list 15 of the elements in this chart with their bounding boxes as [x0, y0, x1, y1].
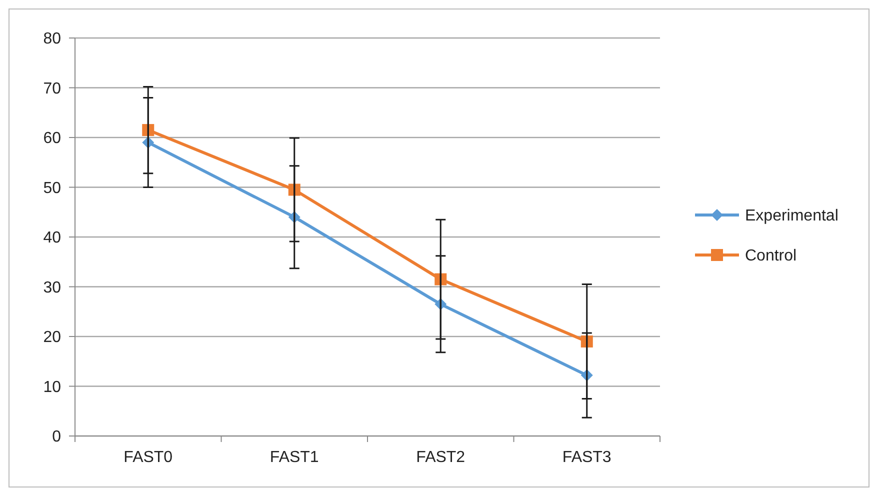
y-tick-label: 10 [43, 378, 62, 396]
x-tick-label: FAST1 [270, 449, 319, 466]
y-tick-label: 70 [43, 80, 62, 98]
legend-label: Experimental [745, 208, 838, 225]
x-tick-label: FAST0 [124, 449, 173, 466]
x-tick-label: FAST3 [562, 449, 612, 466]
x-tick-label: FAST2 [416, 449, 466, 466]
y-tick-label: 0 [52, 428, 62, 446]
y-tick-label: 60 [43, 130, 62, 148]
y-tick-label: 20 [43, 329, 62, 346]
legend-label: Control [745, 248, 797, 265]
y-tick-label: 80 [43, 30, 62, 48]
y-tick-label: 50 [43, 180, 62, 197]
y-tick-label: 40 [43, 230, 62, 247]
y-tick-label: 30 [43, 279, 62, 296]
